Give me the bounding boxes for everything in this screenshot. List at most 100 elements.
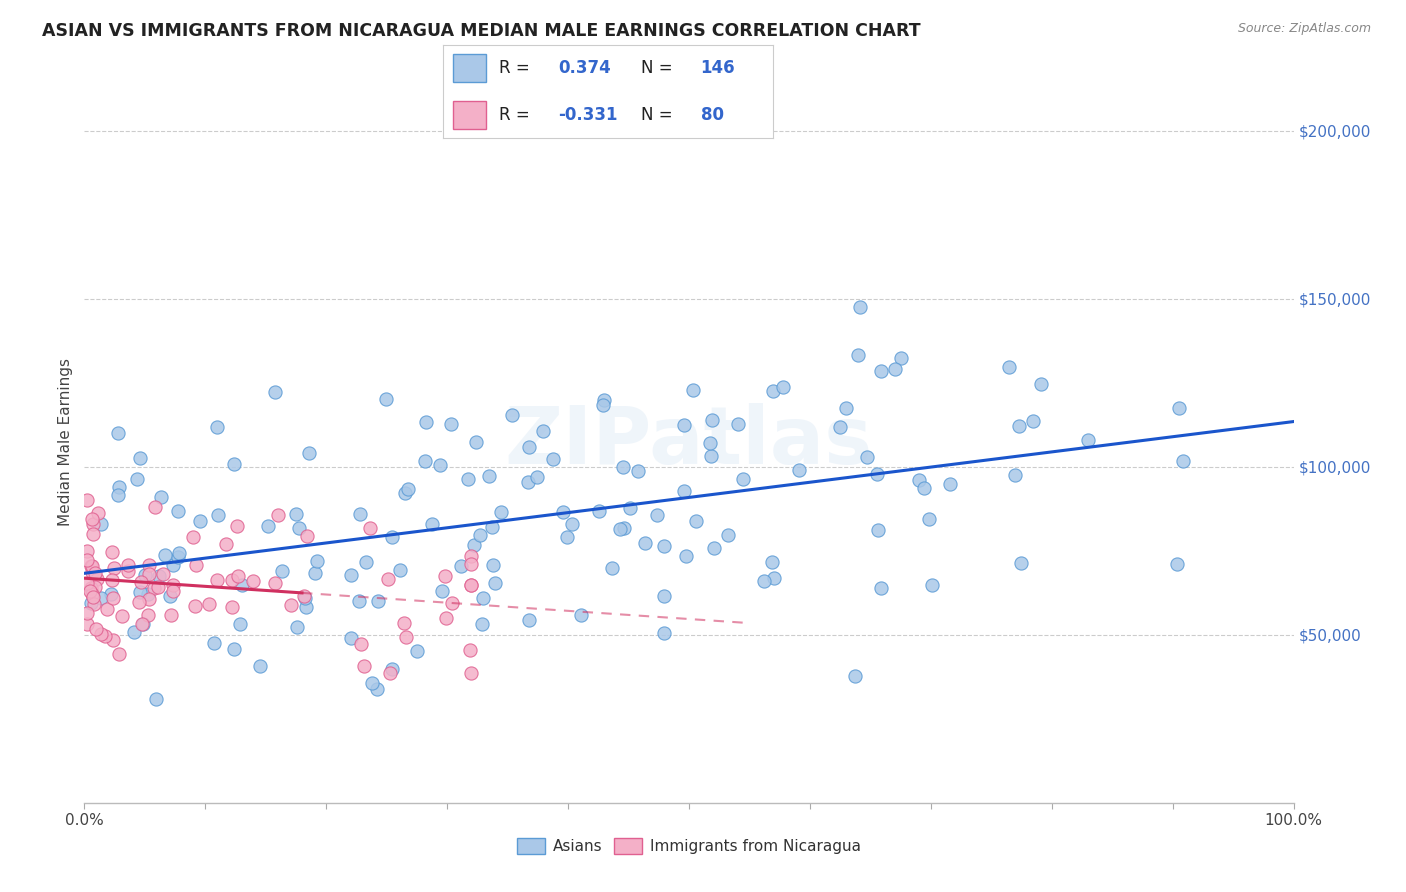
Point <box>76 617 98 632</box>
Point <box>103 633 125 648</box>
Point <box>80 512 103 526</box>
Point <box>222 641 245 656</box>
Point <box>207 508 229 523</box>
Bar <box>453 54 486 82</box>
Point <box>463 538 485 552</box>
Point <box>526 469 548 483</box>
Point <box>619 501 641 516</box>
Text: 146: 146 <box>700 59 735 77</box>
Point <box>136 587 159 601</box>
Point <box>699 436 721 450</box>
Text: N =: N = <box>641 59 678 77</box>
Point <box>222 457 245 471</box>
Point <box>134 567 156 582</box>
Point <box>460 578 482 592</box>
Point <box>76 553 98 567</box>
Text: ZIPatlas: ZIPatlas <box>505 402 873 481</box>
Point <box>516 475 538 489</box>
Point <box>80 558 103 573</box>
Point <box>460 557 482 571</box>
Point <box>111 609 134 624</box>
Point <box>489 505 512 519</box>
Point <box>884 362 907 376</box>
Point <box>350 637 373 651</box>
Point <box>685 514 707 528</box>
Point <box>84 566 107 581</box>
Point <box>359 521 381 535</box>
Point <box>870 581 893 595</box>
Point <box>592 393 614 408</box>
Text: -0.331: -0.331 <box>558 106 619 124</box>
Point <box>266 508 288 522</box>
Point <box>131 616 153 631</box>
Point <box>465 435 488 450</box>
Text: 0.374: 0.374 <box>558 59 612 77</box>
Point <box>531 424 554 438</box>
Point <box>378 666 401 681</box>
Point <box>434 611 457 625</box>
Point <box>415 415 437 429</box>
Point <box>82 517 104 532</box>
Point <box>202 636 225 650</box>
Point <box>167 550 190 565</box>
Point <box>484 576 506 591</box>
Point <box>682 384 704 398</box>
Point <box>349 507 371 521</box>
Point <box>83 597 105 611</box>
Point <box>285 507 308 521</box>
Point <box>702 413 724 427</box>
Point <box>76 493 98 508</box>
Point <box>460 665 482 680</box>
Point <box>128 595 150 609</box>
Text: N =: N = <box>641 106 678 124</box>
Point <box>221 573 243 587</box>
Point <box>1166 557 1188 571</box>
Point <box>890 351 912 366</box>
Point <box>381 662 404 676</box>
Point <box>188 514 211 528</box>
Point <box>561 516 583 531</box>
Point <box>86 572 108 586</box>
Point <box>1031 376 1053 391</box>
Point <box>613 521 636 535</box>
Point <box>354 555 377 569</box>
Point <box>675 549 697 563</box>
Point <box>645 508 668 523</box>
Point <box>215 537 238 551</box>
Point <box>1010 556 1032 570</box>
Point <box>146 580 169 594</box>
Point <box>167 504 190 518</box>
Point <box>374 392 396 406</box>
Point <box>242 574 264 588</box>
Point <box>441 595 464 609</box>
Point <box>94 629 117 643</box>
Point <box>231 577 253 591</box>
Point <box>107 488 129 502</box>
Text: Source: ZipAtlas.com: Source: ZipAtlas.com <box>1237 22 1371 36</box>
Point <box>856 450 879 465</box>
Point <box>340 568 363 582</box>
Point <box>543 452 565 467</box>
Point <box>205 420 228 434</box>
Point <box>103 561 125 575</box>
Point <box>481 558 503 572</box>
Point <box>82 587 104 601</box>
Point <box>82 527 104 541</box>
Point <box>366 682 388 697</box>
Point <box>1167 401 1189 416</box>
Point <box>998 360 1021 375</box>
Point <box>297 528 319 542</box>
Point <box>389 563 412 577</box>
Point <box>226 568 249 582</box>
Point <box>609 522 631 536</box>
Point <box>727 417 749 432</box>
Point <box>652 539 675 553</box>
Point <box>787 463 810 477</box>
Point <box>752 574 775 589</box>
Point <box>229 616 252 631</box>
Y-axis label: Median Male Earnings: Median Male Earnings <box>58 358 73 525</box>
Point <box>517 613 540 627</box>
Point <box>298 445 321 459</box>
Point <box>432 583 454 598</box>
Point <box>76 544 98 558</box>
